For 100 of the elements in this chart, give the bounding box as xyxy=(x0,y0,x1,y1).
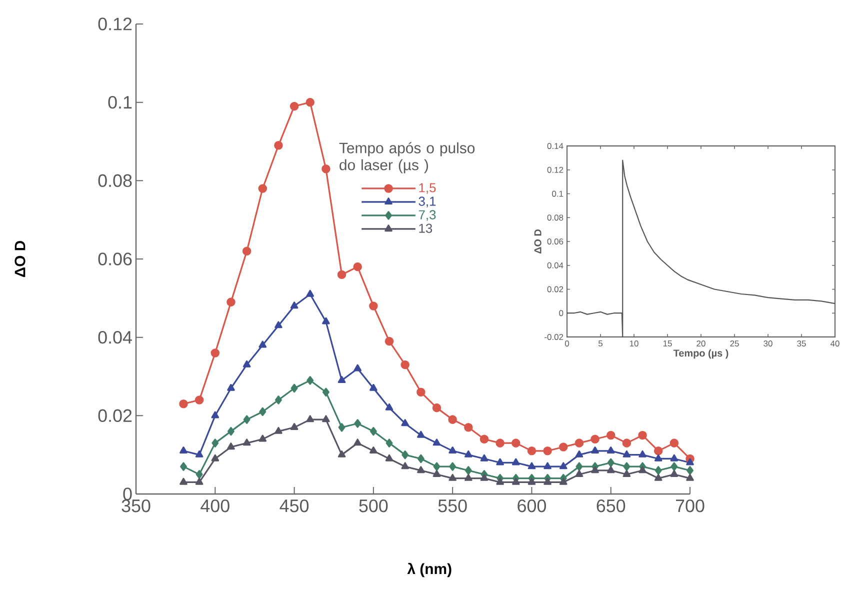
x-tick-label: 30 xyxy=(764,340,772,346)
point xyxy=(180,446,188,454)
point xyxy=(196,470,203,479)
point xyxy=(417,454,424,464)
point xyxy=(670,438,679,448)
point xyxy=(354,364,362,372)
point xyxy=(212,438,219,448)
point xyxy=(686,466,694,475)
x-tick-label: 650 xyxy=(596,499,626,512)
point xyxy=(306,290,314,297)
y-tick-label: 0.04 xyxy=(98,330,132,344)
point xyxy=(480,474,488,481)
point xyxy=(512,458,520,466)
point xyxy=(274,396,282,404)
x-tick-label: 600 xyxy=(518,499,546,512)
point xyxy=(574,438,584,448)
point xyxy=(638,466,646,474)
point xyxy=(670,462,678,471)
point xyxy=(576,462,583,471)
point xyxy=(385,403,394,410)
point xyxy=(417,466,425,474)
point xyxy=(448,474,456,481)
point xyxy=(211,411,220,418)
point xyxy=(386,438,393,448)
point xyxy=(227,442,235,450)
point xyxy=(195,450,204,458)
point xyxy=(544,462,552,470)
point xyxy=(512,438,520,448)
point xyxy=(401,462,409,470)
point xyxy=(227,384,235,391)
point xyxy=(322,317,330,324)
point xyxy=(369,302,378,310)
point xyxy=(354,438,362,446)
point xyxy=(686,474,694,481)
point xyxy=(417,430,425,438)
y-tick-label: 0.08 xyxy=(98,174,132,187)
y-tick-label: 0.06 xyxy=(547,238,564,244)
y-tick-label: 0.1 xyxy=(108,96,132,109)
x-tick-label: 25 xyxy=(730,340,739,346)
point xyxy=(622,450,631,458)
point xyxy=(274,321,282,328)
point xyxy=(622,438,632,448)
x-tick-label: 550 xyxy=(438,499,467,512)
point xyxy=(654,454,662,462)
point xyxy=(623,462,630,471)
point xyxy=(290,423,298,430)
point xyxy=(337,270,346,280)
y-tick-label: 0.06 xyxy=(98,252,132,266)
x-tick-label: 400 xyxy=(200,499,230,512)
point xyxy=(654,474,662,481)
point xyxy=(258,434,267,442)
y-tick-label: 0.1 xyxy=(552,190,564,197)
point xyxy=(464,450,472,458)
y-axis-title: ΔO D xyxy=(14,240,26,278)
legend-label: 13 xyxy=(419,224,432,233)
point xyxy=(384,336,394,346)
point xyxy=(638,430,647,440)
point xyxy=(400,360,410,370)
x-tick-label: 15 xyxy=(663,340,672,346)
point xyxy=(290,302,298,309)
point xyxy=(401,419,409,426)
point xyxy=(654,446,663,456)
point xyxy=(448,446,456,454)
point xyxy=(496,458,504,466)
point xyxy=(464,466,472,475)
point xyxy=(180,478,188,485)
point xyxy=(353,262,362,272)
y-tick-label: -0.02 xyxy=(544,334,564,340)
line-series xyxy=(566,160,836,338)
point xyxy=(670,470,678,477)
point xyxy=(338,376,346,383)
point xyxy=(575,450,584,458)
point xyxy=(544,478,552,485)
point xyxy=(464,423,473,432)
point xyxy=(512,478,520,485)
point xyxy=(606,446,615,454)
point xyxy=(354,419,362,428)
point xyxy=(306,98,315,107)
point xyxy=(306,415,314,422)
point xyxy=(274,141,283,150)
point xyxy=(258,340,267,348)
point xyxy=(226,298,236,306)
point xyxy=(686,458,694,466)
x-tick-label: 35 xyxy=(797,340,806,346)
x-tick-label: 40 xyxy=(830,340,840,346)
point xyxy=(449,462,456,471)
point xyxy=(559,462,568,470)
x-tick-label: 350 xyxy=(122,499,150,512)
point xyxy=(416,388,426,397)
y-tick-label: 0.14 xyxy=(547,142,564,149)
point xyxy=(195,478,204,485)
x-tick-label: 0 xyxy=(564,340,570,346)
point xyxy=(242,360,251,368)
point xyxy=(591,466,599,474)
point xyxy=(606,430,616,440)
point xyxy=(322,164,330,174)
point xyxy=(243,415,250,424)
y-axis-title: ΔO D xyxy=(534,229,542,254)
point xyxy=(543,446,552,456)
point xyxy=(528,478,536,485)
